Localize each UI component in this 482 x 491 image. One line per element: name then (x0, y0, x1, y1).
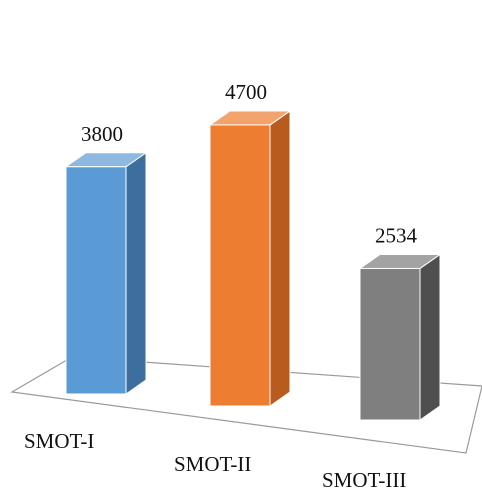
bar-smot-i (64, 151, 148, 395)
labels-group: 3800 SMOT-I 4700 SMOT-II 2534 SMOT-III (24, 80, 418, 491)
bar-side-smot-ii (269, 109, 291, 407)
bar-front-smot-i (65, 166, 127, 395)
data-label-smot-ii: 4700 (225, 80, 267, 104)
bar-front-smot-ii (209, 124, 271, 407)
category-label-smot-ii: SMOT-II (174, 452, 251, 476)
data-label-smot-i: 3800 (81, 122, 123, 146)
data-label-smot-iii: 2534 (375, 223, 418, 247)
chart-floor (10, 356, 482, 454)
category-label-smot-iii: SMOT-III (322, 468, 406, 491)
bars-group (64, 109, 442, 421)
bar-smot-ii (208, 109, 292, 407)
bar-side-smot-iii (419, 253, 441, 421)
category-label-smot-i: SMOT-I (24, 429, 94, 453)
bar-smot-iii (358, 253, 442, 421)
bar-front-smot-iii (359, 267, 421, 421)
bar-side-smot-i (125, 151, 147, 395)
